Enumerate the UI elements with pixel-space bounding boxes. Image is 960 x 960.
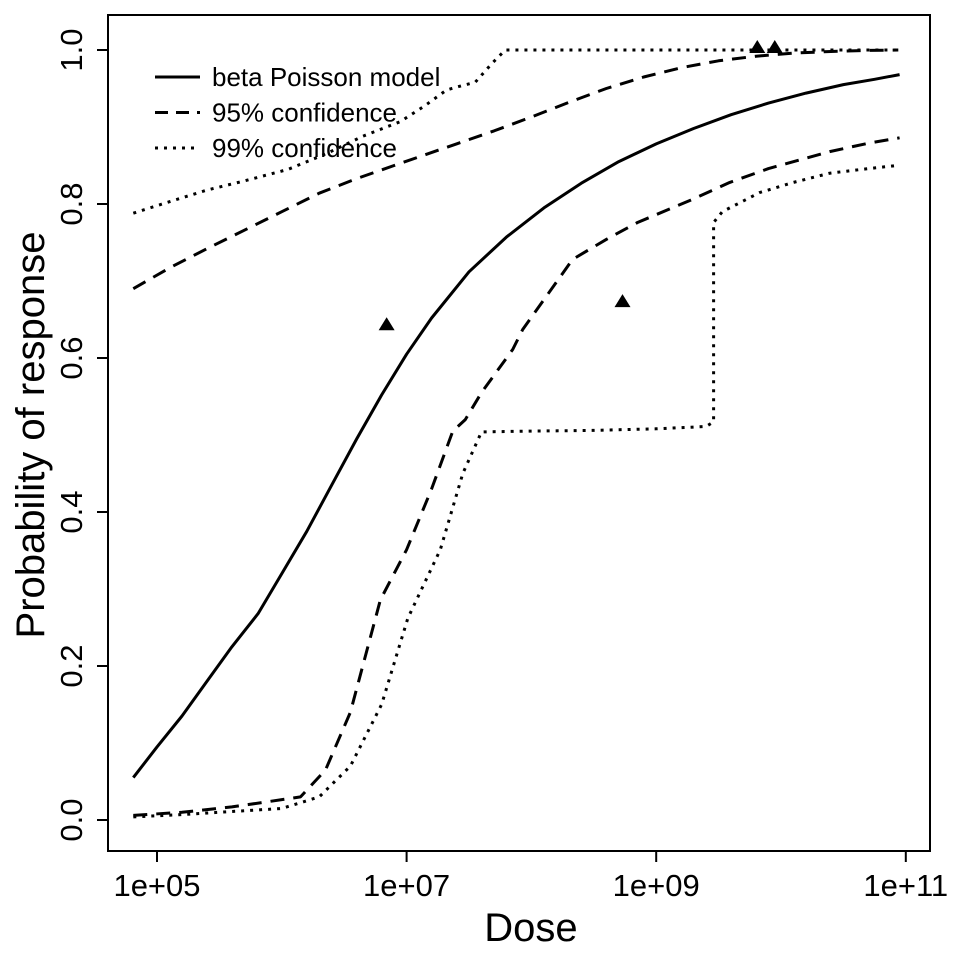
data-point-triangle — [614, 294, 631, 308]
y-axis-tick-label: 0.0 — [54, 798, 89, 841]
curve-95-confidence-lower — [133, 136, 900, 817]
y-axis-title: Probability of response — [9, 232, 53, 639]
x-axis-tick-label: 1e+09 — [613, 868, 700, 903]
curve-beta-poisson-model — [132, 73, 900, 779]
legend-item-label: beta Poisson model — [212, 62, 440, 92]
x-axis-title: Dose — [484, 906, 577, 950]
x-axis-tick-label: 1e+05 — [113, 868, 200, 903]
plot-frame — [107, 14, 931, 852]
data-point-triangle — [378, 317, 395, 331]
y-axis-tick-label: 0.6 — [54, 336, 89, 379]
x-axis-tick-label: 1e+07 — [363, 868, 450, 903]
y-axis-tick-label: 0.2 — [54, 644, 89, 687]
legend-item-label: 99% confidence — [212, 133, 397, 163]
y-axis-tick-label: 0.8 — [54, 182, 89, 225]
data-point-triangle — [749, 40, 766, 53]
curve-99-confidence-lower — [133, 164, 898, 819]
legend-item-label: 95% confidence — [212, 98, 397, 128]
data-point-triangle — [766, 40, 783, 53]
y-axis-tick-label: 0.4 — [54, 490, 89, 533]
y-axis-tick-label: 1.0 — [54, 28, 89, 71]
x-axis-tick-label: 1e+11 — [863, 868, 948, 903]
curve-95-confidence-upper — [132, 48, 899, 291]
curve-99-confidence-upper — [132, 48, 898, 215]
